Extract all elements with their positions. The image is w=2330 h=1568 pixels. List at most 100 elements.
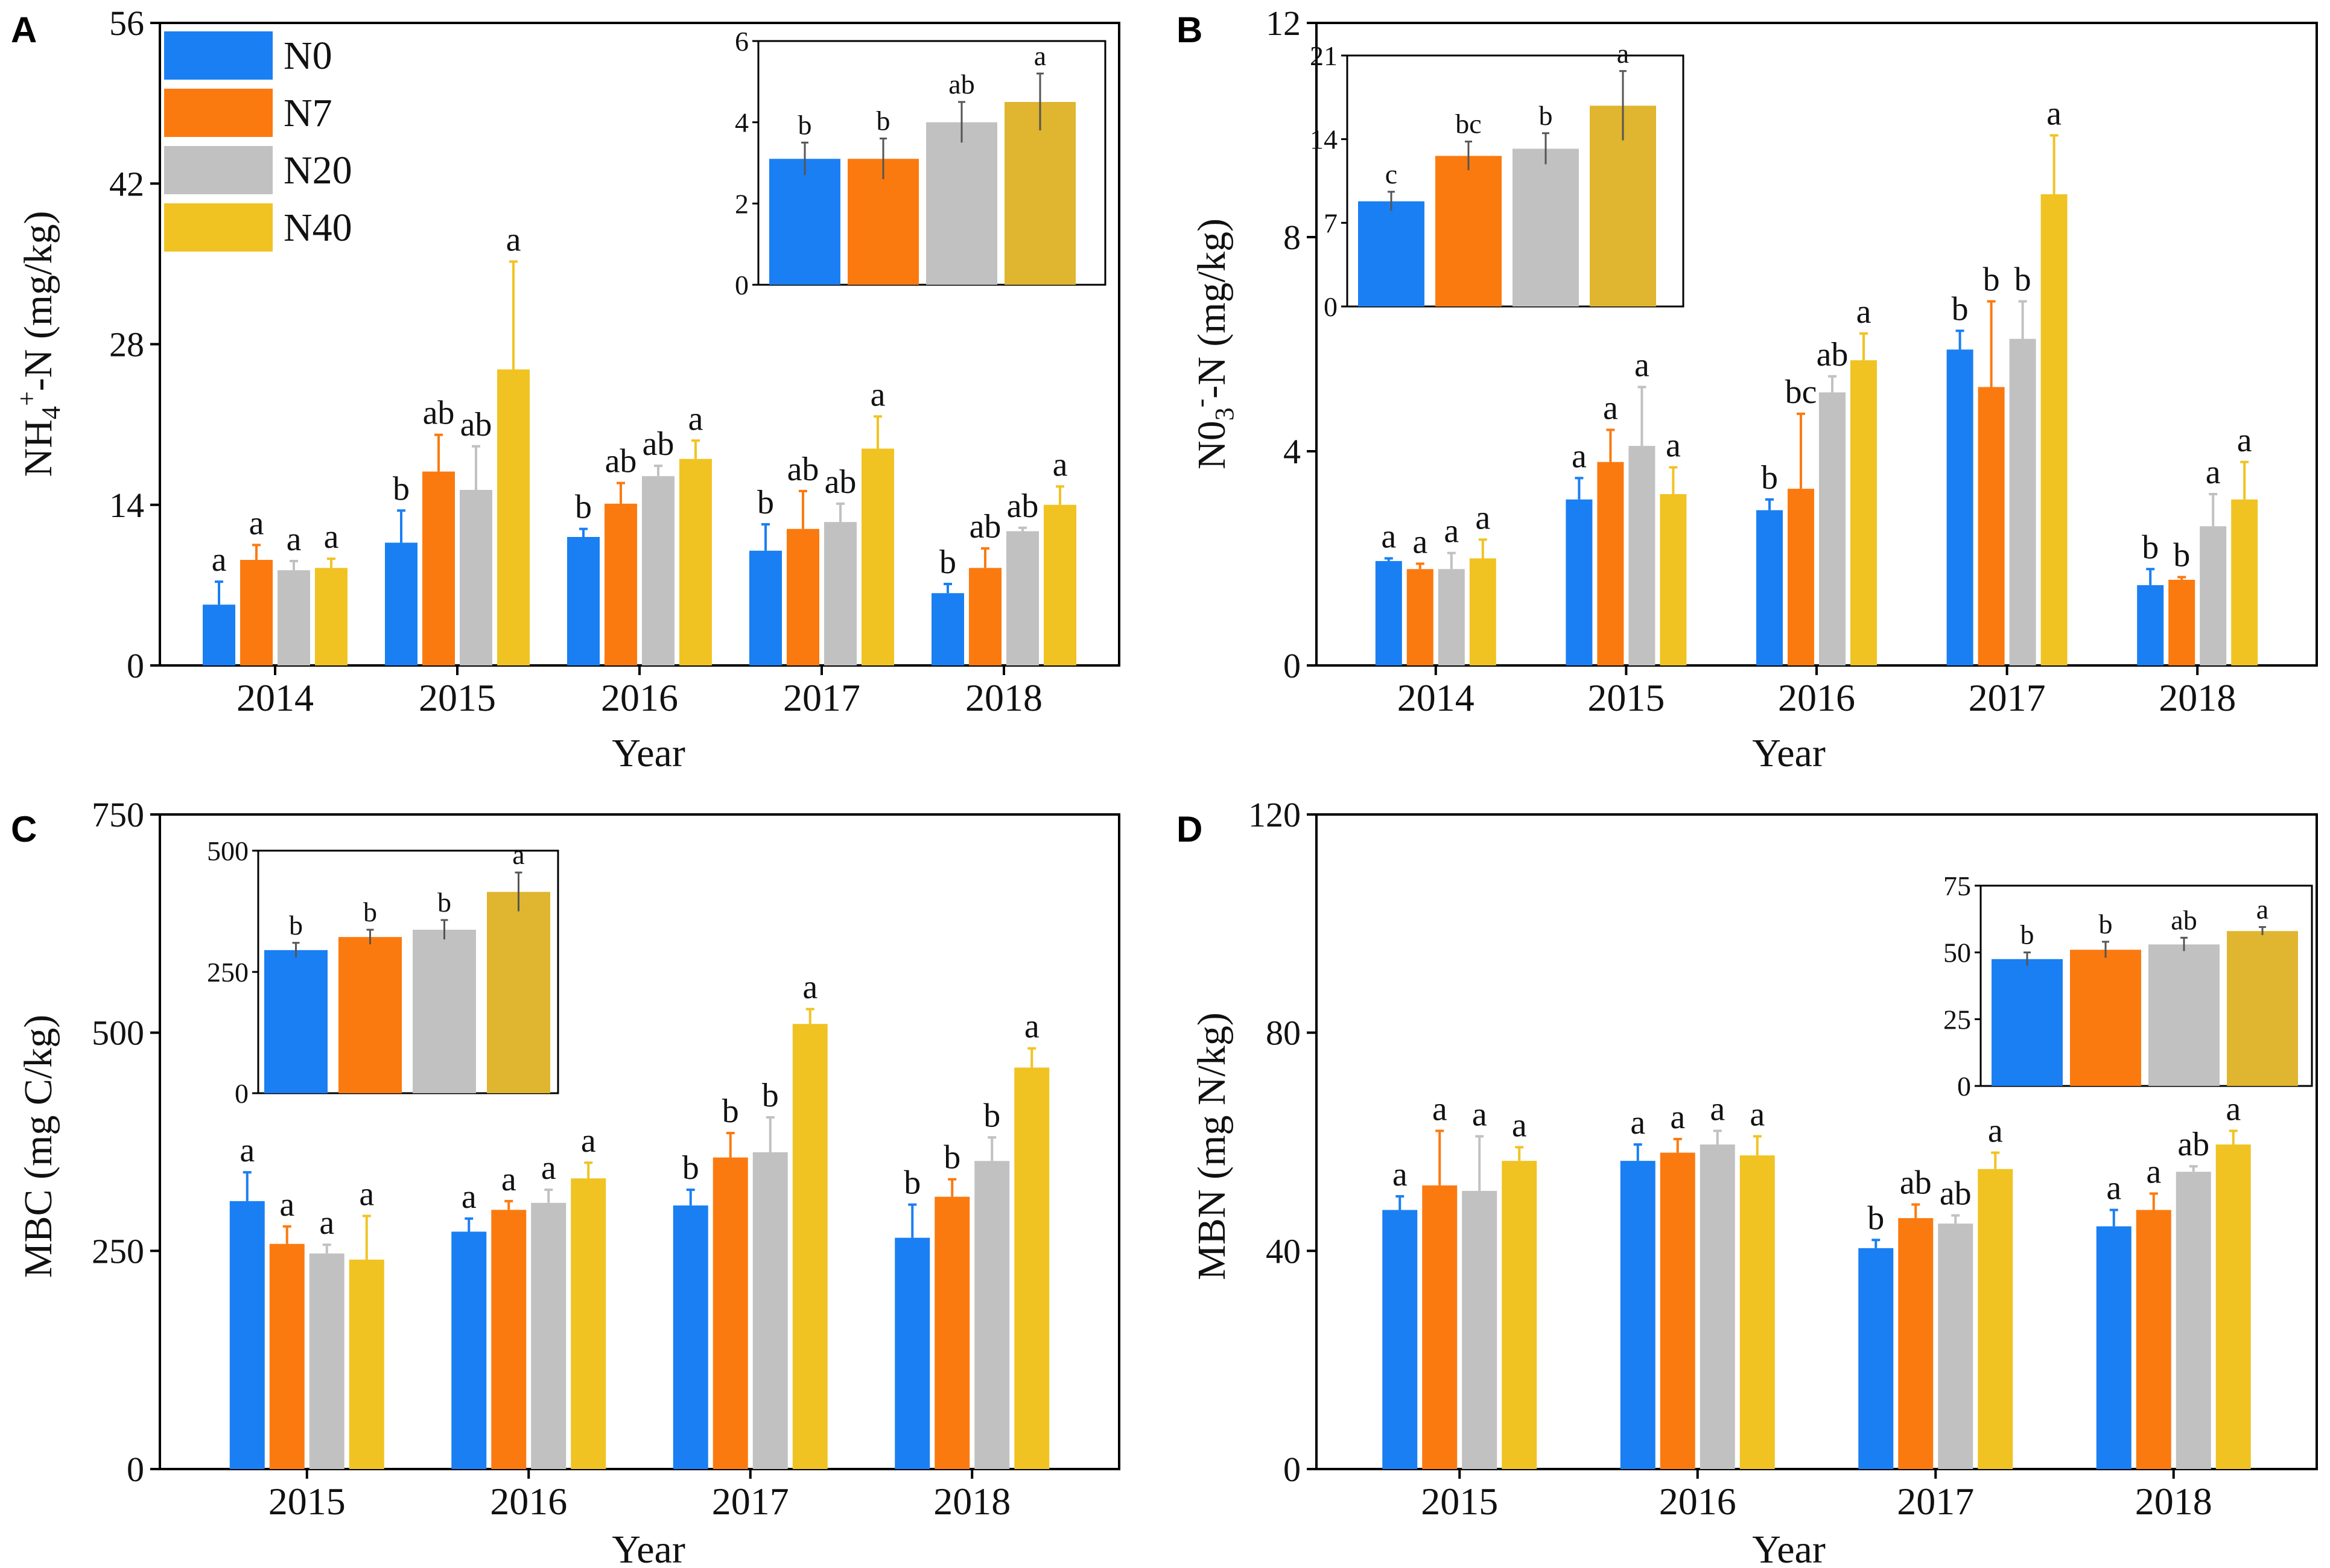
y-axis-title-part: -N (mg/kg) [1190,218,1234,399]
inset-bar [848,159,919,285]
bar [1628,446,1655,665]
y-axis-title-part: + [12,391,42,406]
x-tick-label: 2015 [1421,1480,1498,1523]
inset-bar [1005,102,1076,285]
significance-label: a [1381,518,1396,556]
inset-significance-label: a [1034,40,1046,71]
bar [932,593,964,665]
bar [1014,1067,1050,1469]
legend-label-n40: N40 [284,206,352,250]
significance-label: b [1952,290,1969,328]
significance-label: a [1634,347,1649,384]
significance-label: b [575,489,592,526]
significance-label: a [1572,437,1587,475]
y-axis-title: N03--N (mg/kg) [1186,218,1239,469]
y-axis-title-part: NH [16,419,60,477]
x-axis-title: Year [612,1528,685,1568]
inset-bar [769,159,840,285]
significance-label: b [2173,537,2190,574]
significance-label: a [1670,1099,1685,1136]
bar [460,490,492,665]
significance-label: a [1988,1113,2003,1150]
x-tick-label: 2015 [1587,676,1665,719]
bar [1006,531,1039,665]
y-axis-title: NH4+-N (mg/kg) [12,211,66,477]
bar [269,1243,305,1469]
bar [422,471,455,665]
legend-swatch [164,31,273,80]
bar [1382,1210,1418,1469]
x-tick-label: 2018 [2135,1480,2212,1523]
bar [1566,499,1593,665]
bar [1938,1224,1973,1469]
significance-label: a [1630,1104,1645,1141]
significance-label: a [240,1132,255,1169]
significance-label: b [944,1139,960,1176]
significance-label: ab [605,443,637,480]
bar [531,1202,567,1469]
bar [1469,558,1496,665]
significance-label: a [462,1178,477,1216]
significance-label: a [1053,446,1068,483]
bar [1462,1190,1497,1469]
panel-letter: B [1176,10,1202,50]
significance-label: b [904,1164,921,1202]
bar [1700,1144,1735,1469]
x-axis-title: Year [612,731,685,775]
bar [1375,560,1402,665]
y-tick-label: 250 [92,1231,144,1271]
bar [2200,526,2227,665]
bar [974,1161,1010,1469]
y-axis-title-part: N0 [1190,421,1234,469]
significance-label: b [939,544,956,581]
bar [1620,1161,1655,1469]
inset-bar [487,892,550,1093]
significance-label: a [1475,499,1490,536]
significance-label: a [1432,1090,1447,1128]
significance-label: a [2226,1090,2241,1128]
legend-swatch [164,203,273,252]
significance-label: a [1392,1156,1408,1193]
y-tick-label: 56 [109,4,144,43]
y-tick-label: 750 [92,795,144,834]
significance-label: a [1856,293,1871,331]
bar [1850,360,1877,665]
y-tick-label: 28 [109,325,144,364]
bar [2009,338,2036,665]
inset-y-tick-label: 0 [235,1078,249,1109]
x-tick-label: 2018 [965,676,1043,719]
significance-label: ab [1007,487,1039,525]
significance-label: a [1710,1090,1725,1128]
bar [824,522,857,665]
inset-bar [1992,959,2063,1086]
significance-label: a [279,1186,294,1224]
inset-y-tick-label: 14 [1310,124,1338,155]
inset-significance-label: b [877,106,890,136]
bar [935,1196,970,1469]
inset-chart: 0 250 500 b b b a [207,836,559,1109]
significance-label: ab [643,425,675,463]
significance-label: ab [1817,336,1849,373]
bar [497,369,530,665]
significance-label: b [757,484,774,521]
inset-y-tick-label: 250 [207,957,249,988]
significance-label: a [1444,513,1459,550]
inset-y-tick-label: 500 [207,836,249,866]
inset-y-tick-label: 21 [1310,40,1338,71]
y-tick-label: 80 [1266,1014,1301,1053]
significance-label: a [688,400,703,437]
bar [2137,585,2164,665]
bar [309,1253,344,1469]
y-axis-title-part: - [1186,399,1215,408]
y-tick-label: 14 [109,486,144,525]
bar [1788,489,1814,665]
bar [1406,569,1433,665]
bar [571,1178,606,1469]
bar [385,542,417,665]
inset-chart: 0 25 50 75 b b ab a [1943,871,2313,1102]
inset-bar [413,930,476,1093]
